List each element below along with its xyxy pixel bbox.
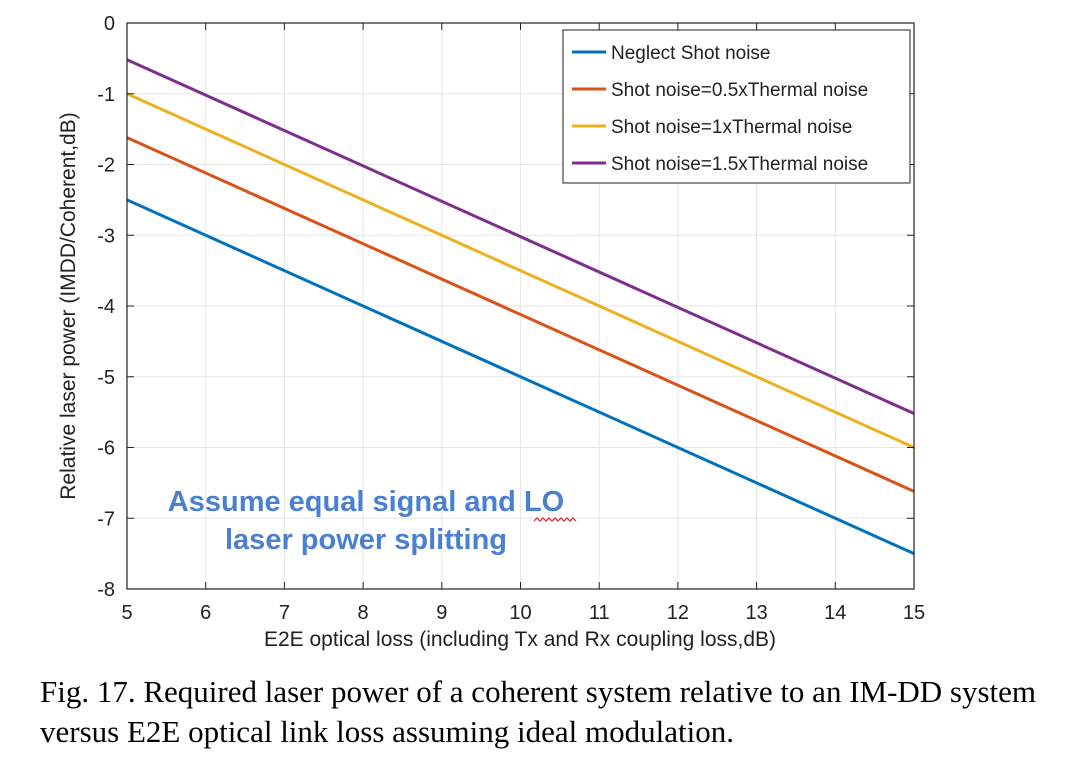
x-tick-label: 15 bbox=[903, 602, 925, 624]
x-tick-label: 9 bbox=[436, 602, 447, 624]
x-tick-label: 8 bbox=[358, 602, 369, 624]
y-tick-label: -6 bbox=[97, 438, 115, 460]
legend-label: Shot noise=1.5xThermal noise bbox=[611, 154, 868, 175]
legend: Neglect Shot noise Shot noise=0.5xThermal… bbox=[562, 29, 911, 184]
y-tick-label: -3 bbox=[97, 225, 115, 247]
annotation-line-2: laser power splitting bbox=[225, 524, 507, 556]
x-axis-label: E2E optical loss (including Tx and Rx co… bbox=[264, 628, 776, 651]
y-tick-label: 0 bbox=[104, 13, 115, 35]
x-tick-label: 10 bbox=[509, 602, 531, 624]
legend-label: Shot noise=0.5xThermal noise bbox=[611, 80, 868, 101]
x-tick-label: 6 bbox=[200, 602, 211, 624]
series-line-1 bbox=[126, 198, 915, 555]
y-tick-label: -1 bbox=[97, 84, 115, 106]
x-tick-label: 5 bbox=[121, 602, 132, 624]
y-tick-label: -7 bbox=[97, 508, 115, 530]
y-tick-label: -8 bbox=[97, 579, 115, 601]
series-lines bbox=[126, 58, 915, 555]
series-line-2 bbox=[126, 136, 915, 493]
legend-label: Neglect Shot noise bbox=[611, 43, 771, 64]
annotation-line-1: Assume equal signal and LO bbox=[168, 486, 564, 518]
y-tick-label: -2 bbox=[97, 155, 115, 177]
x-tick-label: 14 bbox=[824, 602, 846, 624]
legend-label: Shot noise=1xThermal noise bbox=[611, 117, 852, 138]
x-tick-label: 12 bbox=[667, 602, 689, 624]
x-tick-label: 7 bbox=[279, 602, 290, 624]
legend-box bbox=[562, 29, 911, 184]
x-tick-label: 13 bbox=[745, 602, 767, 624]
series-line-3 bbox=[126, 92, 915, 449]
chart: 5 6 7 8 9 10 11 12 13 14 15 0 -1 -2 -3 -4 -5 -6 -7 -8 E2E o… bbox=[57, 13, 925, 651]
x-tick-label: 11 bbox=[589, 602, 610, 624]
y-tick-label: -5 bbox=[97, 367, 115, 389]
figure-caption: Fig. 17. Required laser power of a coher… bbox=[40, 674, 1037, 749]
y-tick-label: -4 bbox=[97, 296, 115, 318]
axis-ticks: 5 6 7 8 9 10 11 12 13 14 15 0 -1 -2 -3 -4 -5 -6 -7 -8 bbox=[97, 13, 925, 624]
spellcheck-squiggle bbox=[533, 517, 577, 522]
y-axis-label: Relative laser power (IMDD/Coherent,dB) bbox=[57, 112, 80, 499]
legend-items: Neglect Shot noise Shot noise=0.5xThermal… bbox=[572, 43, 868, 175]
series-line-4 bbox=[126, 58, 915, 415]
